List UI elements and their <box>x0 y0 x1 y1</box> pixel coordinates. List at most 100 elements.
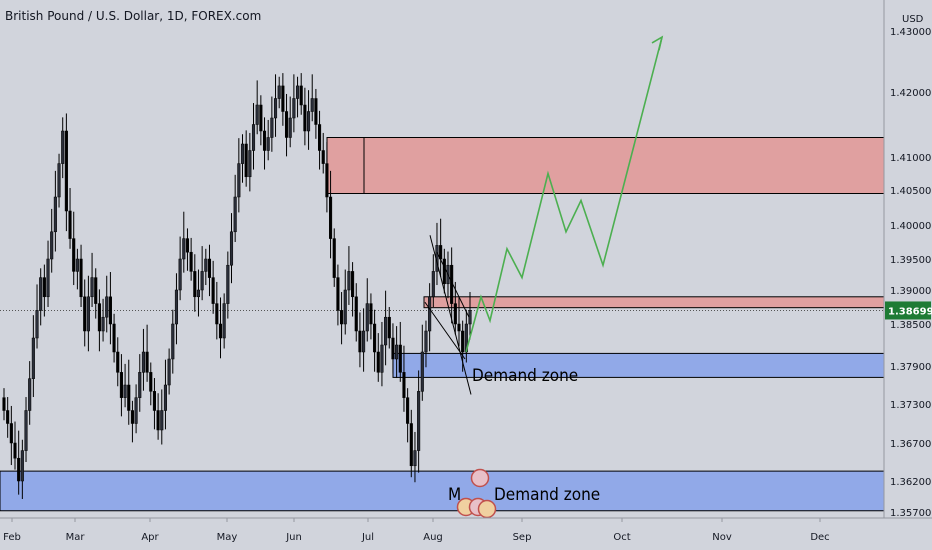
candle-body <box>380 344 384 373</box>
candle-body <box>251 124 256 151</box>
wedge-upper-line <box>429 235 472 395</box>
candle-body <box>112 323 116 353</box>
candle-body <box>193 271 197 298</box>
candle-body <box>68 210 72 239</box>
candle-body <box>295 85 300 99</box>
candle-body <box>453 303 457 325</box>
candle-body <box>204 258 208 272</box>
overlay-layer: Demand zone M Demand zone <box>424 35 664 519</box>
candle-body <box>9 423 13 444</box>
time-axis[interactable]: Feb Mar Apr May Jun Jul Aug Sep Oct Nov Dec <box>0 517 932 543</box>
candle-body <box>61 130 65 164</box>
price-axis-tick: 1.40000 <box>890 221 931 232</box>
major-demand-zone-label: M <box>448 485 461 505</box>
candle-body <box>101 316 105 332</box>
candle-body <box>387 316 391 339</box>
candle-body <box>325 163 329 198</box>
candle-body <box>292 98 296 119</box>
candle-body <box>2 397 6 411</box>
price-axis[interactable]: USD 1.43000 1.42000 1.41000 1.40500 1.40000 1.… <box>883 0 932 519</box>
candle-body <box>97 303 101 332</box>
candle-body <box>105 296 109 318</box>
demand-zone-label: Demand zone <box>472 366 578 386</box>
candle-body <box>134 397 138 424</box>
candle-body <box>24 410 28 451</box>
price-axis-tick: 1.42000 <box>890 88 931 99</box>
candle-body <box>196 289 201 298</box>
candle-body <box>64 130 68 212</box>
candle-body <box>200 271 204 291</box>
candles-layer <box>2 73 472 499</box>
candle-body <box>17 457 21 482</box>
price-axis-tick: 1.39000 <box>890 286 931 297</box>
candle-body <box>240 143 245 164</box>
candle-body <box>116 351 120 373</box>
candle-body <box>215 303 219 325</box>
price-axis-tick: 1.37900 <box>890 362 931 373</box>
candle-body <box>406 397 410 424</box>
candle-body <box>145 351 149 373</box>
supply-zone <box>326 137 885 194</box>
time-axis-tick: Jul <box>361 532 374 543</box>
candle-body <box>75 258 79 272</box>
event-flag-icon <box>470 468 490 488</box>
candle-body <box>307 111 311 132</box>
candle-body <box>362 330 366 353</box>
candle-body <box>72 238 76 272</box>
candle-body <box>138 372 142 398</box>
candle-body <box>376 351 380 373</box>
candle-body <box>336 277 340 311</box>
candle-body <box>373 323 377 353</box>
candle-body <box>127 384 131 411</box>
candle-body <box>270 117 274 138</box>
candle-body <box>94 277 98 304</box>
candle-body <box>178 258 182 291</box>
time-axis-tick: May <box>217 532 238 543</box>
candle-body <box>130 410 134 424</box>
candle-body <box>314 98 318 125</box>
candle-body <box>329 196 333 239</box>
candle-body <box>457 323 461 332</box>
candle-body <box>288 117 292 138</box>
candle-body <box>233 196 237 233</box>
wedge-lower-line <box>424 301 466 360</box>
candle-body <box>398 344 402 373</box>
candle-body <box>266 137 270 151</box>
candle-body <box>340 310 344 325</box>
candle-body <box>358 330 362 353</box>
projection-arrowhead <box>651 35 664 51</box>
candle-body <box>189 251 193 272</box>
price-axis-tick: 1.40500 <box>890 186 931 197</box>
time-axis-tick: Dec <box>810 532 829 543</box>
candle-body <box>244 143 248 178</box>
candle-body <box>207 258 212 278</box>
candle-body <box>156 410 160 431</box>
candle-body <box>310 98 314 112</box>
candle-body <box>303 104 307 132</box>
candle-body <box>277 85 281 99</box>
candle-body <box>321 150 325 164</box>
demand-zone <box>392 352 885 378</box>
candle-body <box>229 231 234 266</box>
candle-body <box>39 277 43 311</box>
chart-title: British Pound / U.S. Dollar, 1D, FOREX.c… <box>5 9 262 23</box>
time-axis-tick: Feb <box>3 532 21 543</box>
price-axis-tick: 1.43000 <box>890 27 931 38</box>
current-price-tag <box>885 301 931 320</box>
candle-body <box>395 344 399 360</box>
candle-body <box>42 277 46 298</box>
candle-body <box>369 303 373 325</box>
time-axis-tick: Apr <box>141 532 159 543</box>
price-axis-tick: 1.39500 <box>890 255 931 266</box>
time-axis-tick: Sep <box>513 532 532 543</box>
candle-body <box>442 258 446 285</box>
candle-body <box>163 384 167 411</box>
candle-body <box>90 277 94 298</box>
candle-body <box>468 310 472 325</box>
wedge-inner-line <box>436 251 470 318</box>
candle-body <box>273 98 278 119</box>
candle-body <box>347 271 351 291</box>
price-axis-tick: 1.37300 <box>890 400 931 411</box>
candle-body <box>428 296 432 332</box>
